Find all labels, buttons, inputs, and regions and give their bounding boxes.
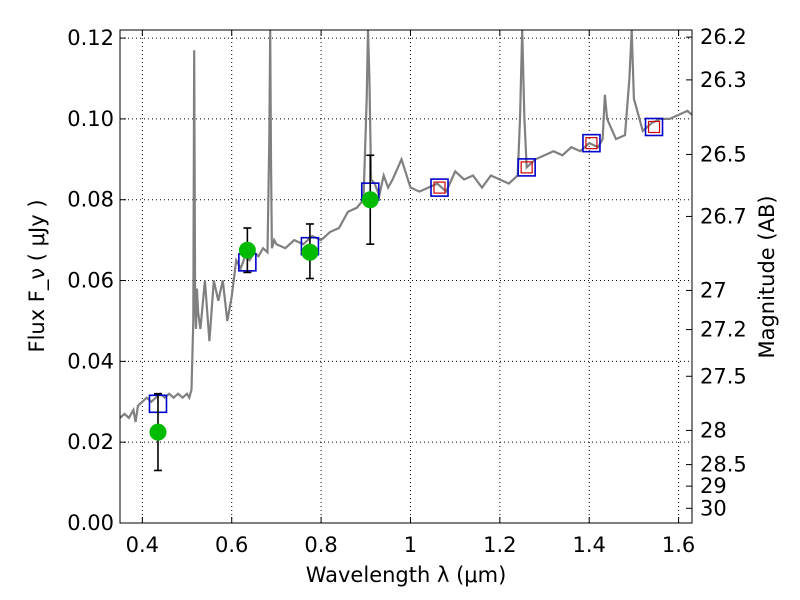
magnitude-tick-label: 27.2 [700, 318, 747, 342]
magnitude-tick-label: 30 [700, 496, 727, 520]
y-tick-label: 0.10 [67, 107, 114, 131]
model-point-box [517, 158, 536, 177]
x-tick-label: 0.4 [126, 533, 159, 557]
magnitude-tick-label: 29 [700, 474, 727, 498]
y-tick-label: 0.04 [67, 349, 114, 373]
plot-frame [119, 29, 693, 524]
x-axis: 0.4 0.6 0.8 1 1.2 1.4 1.6 [126, 30, 695, 557]
magnitude-tick-label: 26.7 [700, 204, 747, 228]
x-tick-label: 1 [404, 533, 417, 557]
magnitude-tick-label: 27.5 [700, 364, 747, 388]
model-point-inner-box [520, 161, 533, 174]
model-point-box [430, 178, 449, 197]
model-point-inner-box [433, 181, 446, 194]
model-point-inner-box [647, 120, 661, 134]
y-tick-label: 0.08 [67, 188, 114, 212]
observed-point [238, 241, 256, 259]
error-bars [153, 154, 375, 472]
y-tick-label: 0.12 [67, 26, 114, 50]
y-axis: 0.00 0.02 0.04 0.06 0.08 0.10 0.12 [67, 26, 126, 535]
model-point-box [582, 133, 601, 153]
x-tick-label: 1.4 [573, 533, 606, 557]
x-tick-label: 1.2 [483, 533, 516, 557]
spectrum-line [120, 30, 692, 423]
model-point-inner-box [585, 137, 598, 150]
magnitude-tick-label: 26.2 [700, 25, 747, 49]
y-tick-label: 0.06 [67, 269, 114, 293]
magnitude-tick-label: 26.3 [700, 68, 747, 92]
y-tick-label: 0.00 [67, 511, 114, 535]
observed-points [149, 191, 379, 441]
x-tick-label: 0.8 [304, 533, 337, 557]
magnitude-tick-label: 28.5 [700, 453, 747, 477]
observed-point [301, 243, 319, 261]
observed-point [361, 191, 379, 209]
x-tick-label: 0.6 [215, 533, 248, 557]
model-point-box [644, 117, 664, 137]
x-tick-label: 1.6 [662, 533, 695, 557]
magnitude-tick-label: 28 [700, 418, 727, 442]
observed-point [149, 423, 167, 441]
y-axis-label: Flux F_ν ( μJy ) [25, 199, 50, 352]
magnitude-tick-label: 27 [700, 278, 727, 302]
x-axis-label: Wavelength λ (μm) [306, 563, 507, 587]
y-axis-right-label: Magnitude (AB) [755, 195, 779, 358]
plot-area [120, 30, 692, 472]
model-points [148, 117, 664, 414]
y-tick-label: 0.02 [67, 430, 114, 454]
magnitude-tick-label: 26.5 [700, 142, 747, 166]
